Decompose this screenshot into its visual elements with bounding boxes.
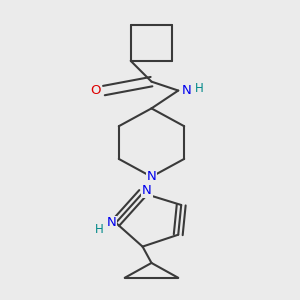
Text: H: H bbox=[95, 223, 104, 236]
Text: N: N bbox=[106, 216, 116, 229]
Text: N: N bbox=[142, 184, 152, 197]
Text: N: N bbox=[182, 84, 192, 97]
Text: N: N bbox=[147, 170, 156, 183]
Text: O: O bbox=[90, 84, 101, 97]
Text: H: H bbox=[195, 82, 204, 95]
